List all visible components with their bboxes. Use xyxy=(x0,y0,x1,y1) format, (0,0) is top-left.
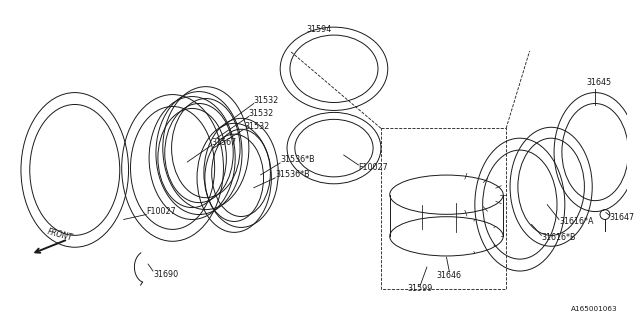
Text: F10027: F10027 xyxy=(146,207,176,216)
Text: A165001063: A165001063 xyxy=(571,306,618,312)
Text: 31532: 31532 xyxy=(244,122,269,131)
Bar xyxy=(381,128,506,289)
Text: 31532: 31532 xyxy=(254,96,279,105)
Text: 31647: 31647 xyxy=(610,213,635,222)
Text: 31594: 31594 xyxy=(307,25,332,34)
Text: F10027: F10027 xyxy=(358,164,388,172)
Text: 31536*B: 31536*B xyxy=(280,156,315,164)
Text: FRONT: FRONT xyxy=(46,227,74,242)
Text: 31646: 31646 xyxy=(437,271,462,281)
Text: 31532: 31532 xyxy=(249,109,274,118)
Text: 31690: 31690 xyxy=(153,269,178,278)
Text: 31599: 31599 xyxy=(408,284,433,293)
Text: 31616*A: 31616*A xyxy=(559,217,593,226)
Text: 31536*B: 31536*B xyxy=(275,170,310,180)
Text: 31567: 31567 xyxy=(212,138,237,147)
Text: 31645: 31645 xyxy=(586,78,611,87)
Text: 31616*B: 31616*B xyxy=(541,233,576,242)
